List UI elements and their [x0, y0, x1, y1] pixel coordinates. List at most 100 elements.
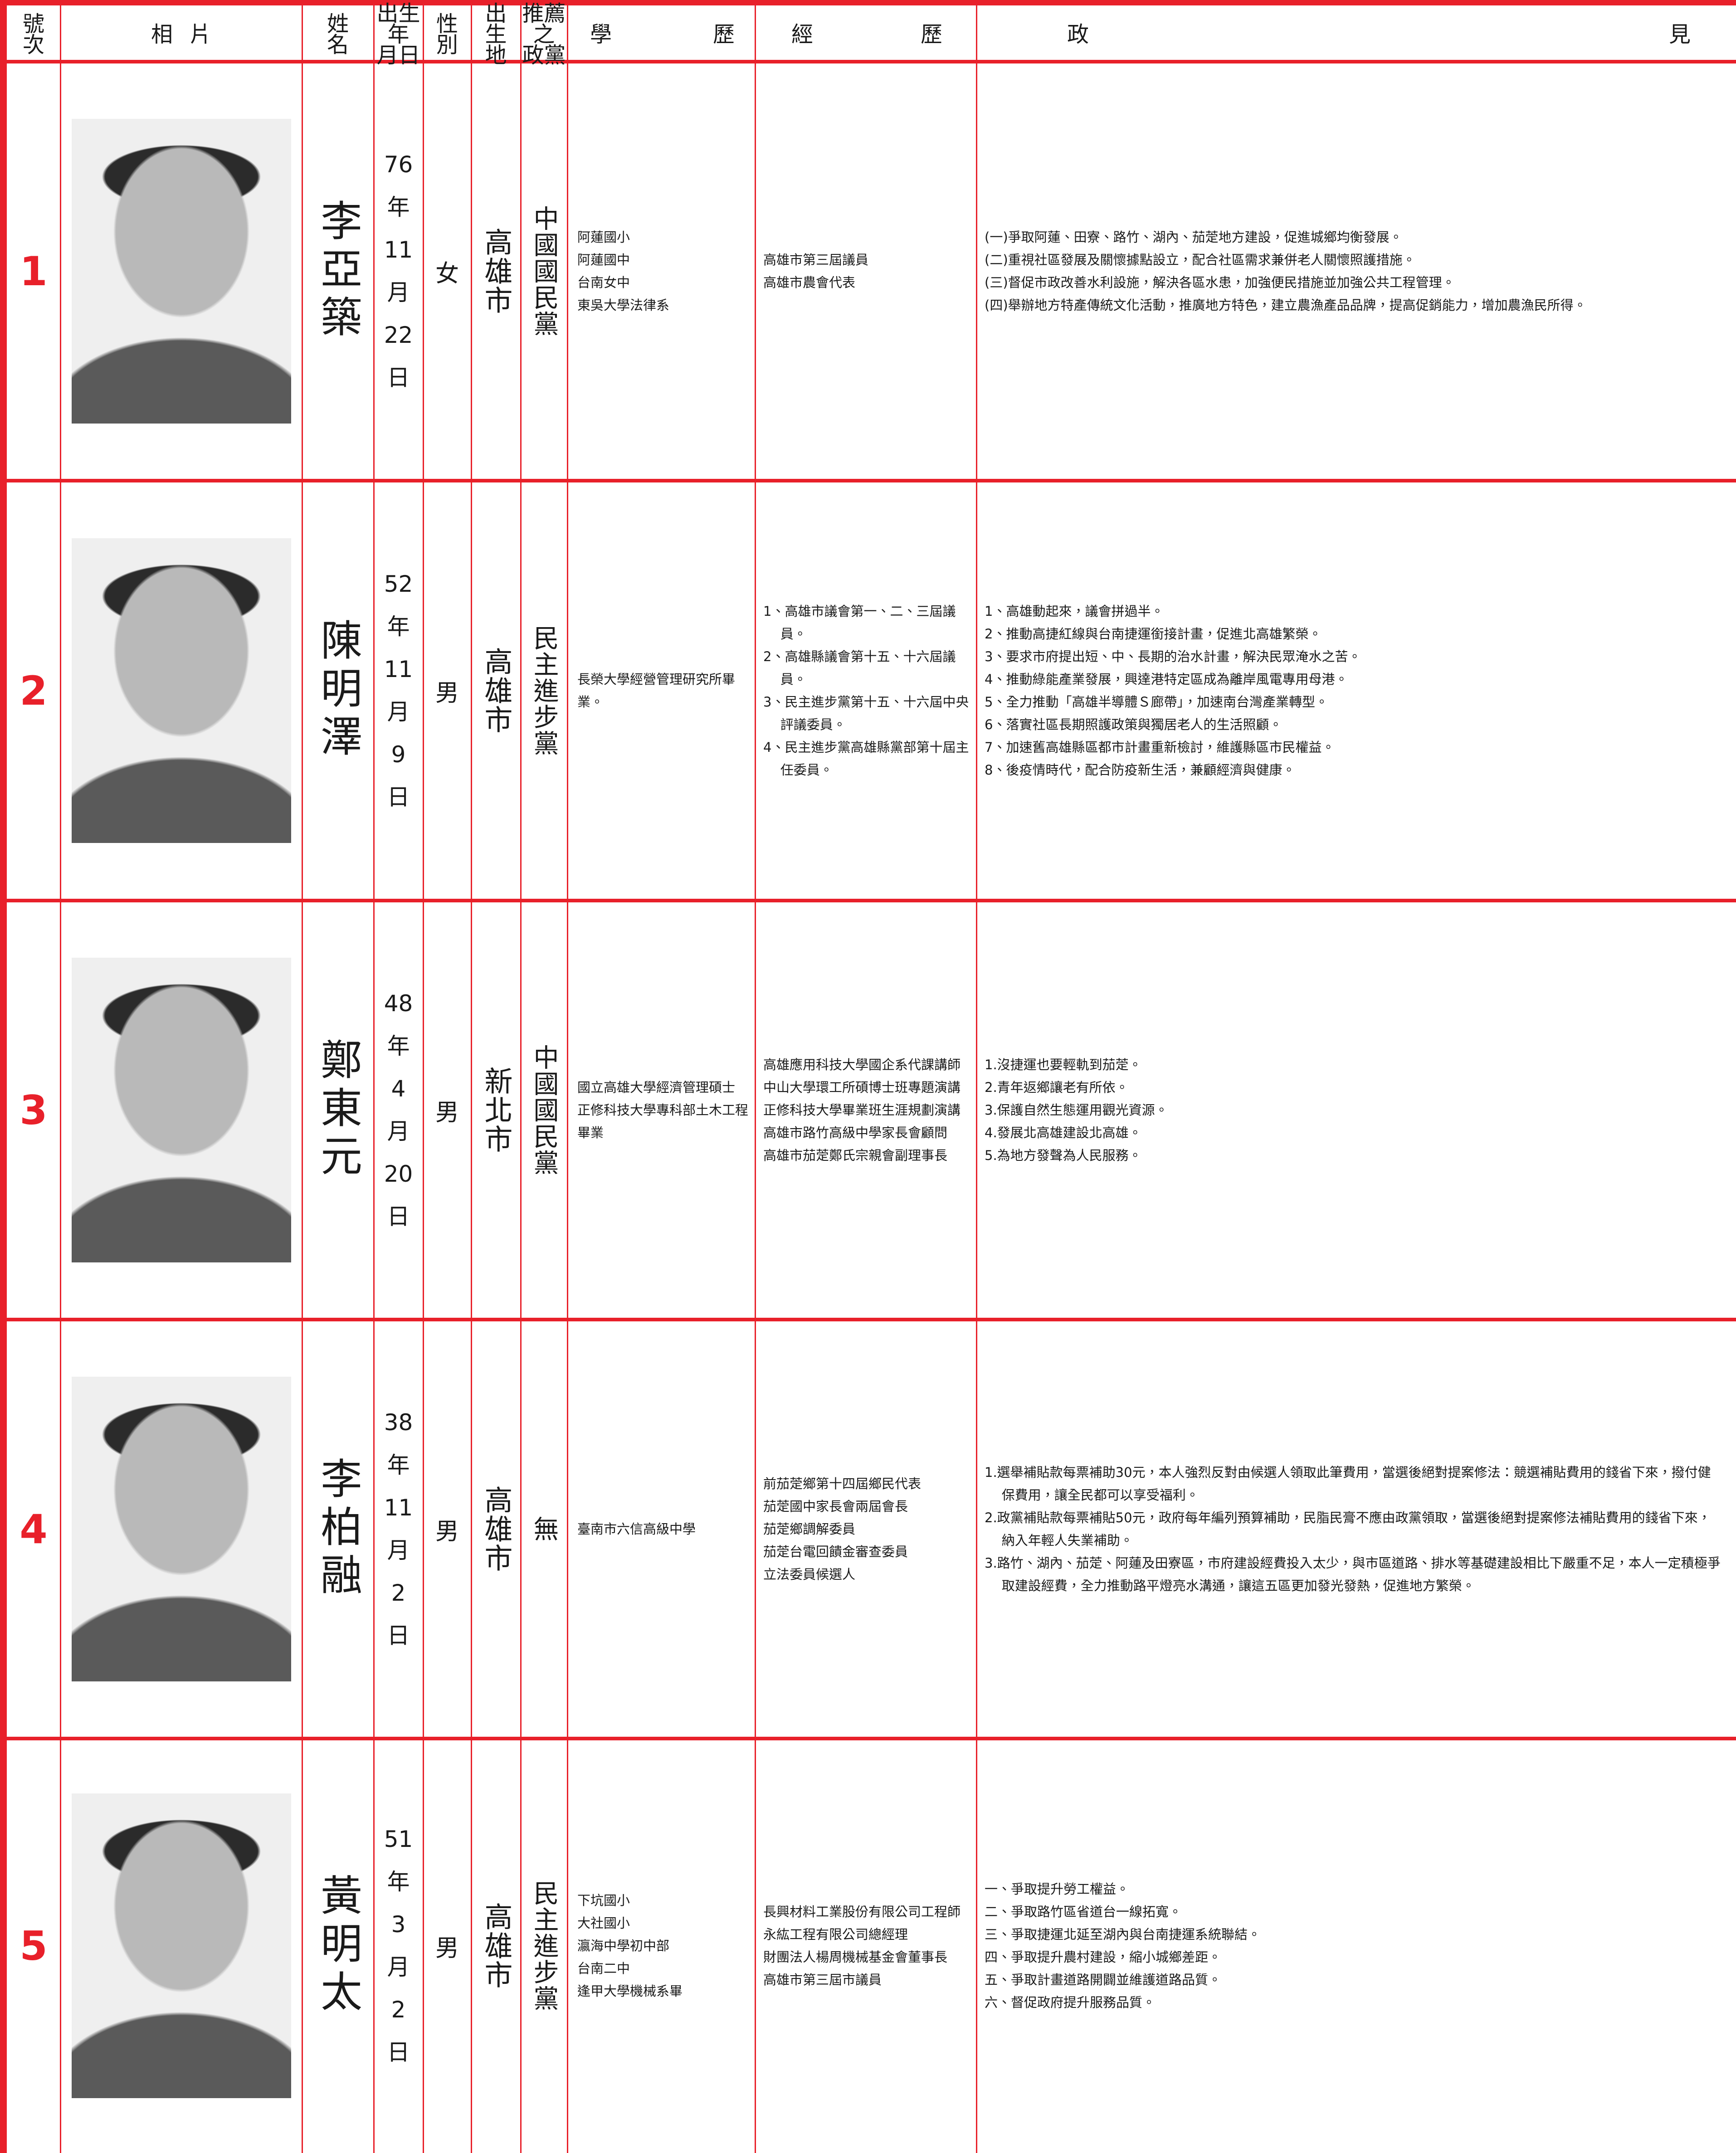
birth-part: 月: [387, 1118, 410, 1145]
photo-cell: [60, 481, 302, 901]
row-line: [0, 60, 1736, 63]
party-cell: 無: [521, 1320, 567, 1739]
birth-part: 9: [391, 741, 406, 768]
platform-item: 8、後疫情時代，配合防疫新生活，兼顧經濟與健康。: [985, 762, 1296, 778]
birthplace: 新北市: [479, 1067, 513, 1154]
education-cell: 國立高雄大學經濟管理碩士 正修科技大學專科部土木工程畢業: [567, 901, 755, 1320]
experience-item: 中山大學環工所碩博士班專題演講: [763, 1080, 961, 1095]
platform-item: 4.發展北高雄建設北高雄。: [985, 1125, 1142, 1140]
sex-cell: 女: [423, 62, 471, 481]
birth-part: 11: [384, 1495, 413, 1521]
experience-item: 茄萣國中家長會兩屆會長: [763, 1499, 908, 1514]
header-cell: 相片: [60, 7, 302, 62]
experience-item: 高雄市第三屆議員: [763, 252, 869, 268]
party: 中國國民黨: [529, 205, 559, 337]
photo: [71, 538, 291, 843]
birth-part: 日: [387, 365, 410, 391]
sex: 男: [435, 1934, 459, 1962]
birth-part: 年: [387, 1033, 410, 1059]
border-line: [0, 0, 7, 2153]
header-text: 生: [485, 21, 507, 47]
header-text: 姓: [327, 11, 349, 37]
header-text: 地: [485, 42, 507, 68]
platform-item: 一、爭取提升勞工權益。: [985, 1881, 1130, 1897]
birth-part: 月: [387, 1537, 410, 1564]
experience-item: 高雄市農會代表: [763, 275, 856, 290]
education-item: 瀛海中學初中部: [577, 1938, 670, 1953]
experience-item: 2、高雄縣議會第十五、十六屆議員。: [763, 649, 956, 687]
platform-item: 4、推動綠能產業發展，興達港特定區成為離岸風電專用母港。: [985, 672, 1348, 687]
platform-item: 1.沒捷運也要輕軌到茄萣。: [985, 1057, 1142, 1072]
birthplace: 高雄市: [479, 1486, 513, 1573]
platform-item: (四)舉辦地方特產傳統文化活動，推廣地方特色，建立農漁產品品牌，提高促銷能力，增…: [985, 297, 1587, 313]
header-text: 次: [22, 32, 44, 58]
column-line: [60, 0, 61, 2153]
header-text: 別: [436, 32, 458, 58]
birth-part: 月: [387, 699, 410, 725]
birth-part: 年: [387, 1869, 410, 1895]
birth-part: 2: [391, 1997, 406, 2023]
name-cell: 陳明澤: [302, 481, 374, 901]
experience-item: 1、高雄市議會第一、二、三屆議員。: [763, 604, 956, 642]
platform-item: 1、高雄動起來，議會拼過半。: [985, 604, 1164, 619]
candidate-number: 2: [20, 667, 48, 714]
party-cell: 中國國民黨: [521, 62, 567, 481]
candidate-number: 1: [20, 248, 48, 295]
candidate-name: 李亞築: [313, 199, 362, 343]
platform-item: 3.保護自然生態運用觀光資源。: [985, 1102, 1168, 1118]
birth-part: 月: [387, 279, 410, 306]
birth-part: 11: [384, 237, 413, 263]
photo-cell: [60, 1739, 302, 2153]
experience-item: 4、民主進步黨高雄縣黨部第十屆主任委員。: [763, 740, 969, 778]
header-text: 經歷: [791, 21, 942, 47]
party: 無: [529, 1516, 559, 1542]
birthplace-cell: 新北市: [471, 901, 521, 1320]
candidate-name: 黃明太: [313, 1874, 362, 2018]
header-text: 月日: [376, 42, 420, 68]
candidate-number: 3: [20, 1086, 48, 1134]
experience-item: 高雄市路竹高級中學家長會顧問: [763, 1125, 948, 1140]
birth-cell: 52 年 11 月 9 日: [374, 481, 423, 901]
candidate-name: 陳明澤: [313, 619, 362, 763]
platform-item: 五、爭取計畫道路開闢並維護道路品質。: [985, 1972, 1222, 1987]
education-item: 國立高雄大學經濟管理碩士: [577, 1080, 736, 1095]
experience-item: 茄萣鄉調解委員: [763, 1521, 856, 1537]
experience-item: 高雄應用科技大學國企系代課講師: [763, 1057, 961, 1072]
border-line: [0, 0, 1736, 5]
header-cell: 推薦之政黨: [521, 3, 567, 66]
birth-part: 52: [384, 571, 413, 597]
row-line: [0, 899, 1736, 902]
party-cell: 民主進步黨: [521, 481, 567, 901]
platform-item: 2、推動高捷紅線與台南捷運銜接計畫，促進北高雄繁榮。: [985, 626, 1322, 642]
column-line: [567, 0, 568, 2153]
birth-part: 2: [391, 1580, 406, 1606]
sex-cell: 男: [423, 1320, 471, 1739]
photo-cell: [60, 901, 302, 1320]
party: 中國國民黨: [529, 1044, 559, 1176]
platform-item: 3、要求市府提出短、中、長期的治水計畫，解決民眾淹水之苦。: [985, 649, 1361, 664]
platform-cell: 1、高雄動起來，議會拼過半。 2、推動高捷紅線與台南捷運銜接計畫，促進北高雄繁榮。…: [976, 481, 1736, 901]
platform-item: 四、爭取提升農村建設，縮小城鄉差距。: [985, 1949, 1222, 1965]
party: 民主進步黨: [529, 625, 559, 756]
birthplace-cell: 高雄市: [471, 62, 521, 481]
platform-item: 二、爭取路竹區省道台一線拓寬。: [985, 1904, 1182, 1919]
column-line: [471, 0, 472, 2153]
column-line: [302, 0, 303, 2153]
education-item: 阿蓮國小: [577, 229, 630, 245]
sex-cell: 男: [423, 1739, 471, 2153]
sex: 女: [435, 260, 459, 287]
education-item: 阿蓮國中: [577, 252, 630, 268]
experience-cell: 1、高雄市議會第一、二、三屆議員。 2、高雄縣議會第十五、十六屆議員。 3、民主進步…: [755, 481, 976, 901]
photo-cell: [60, 1320, 302, 1739]
platform-item: 六、督促政府提升服務品質。: [985, 1995, 1156, 2010]
platform-cell: 1.選舉補貼款每票補助30元，本人強烈反對由候選人領取此筆費用，當選後絕對提案修…: [976, 1320, 1736, 1739]
header-text: 號: [22, 11, 44, 37]
education-cell: 臺南市六信高級中學: [567, 1320, 755, 1739]
platform-item: 2.青年返鄉讓老有所依。: [985, 1080, 1129, 1095]
education-cell: 下坑國小 大社國小 瀛海中學初中部 台南二中 逢甲大學機械系畢: [567, 1739, 755, 2153]
birth-part: 月: [387, 1954, 410, 1980]
birth-part: 76: [384, 151, 413, 178]
sex-cell: 男: [423, 481, 471, 901]
birthplace-cell: 高雄市: [471, 1739, 521, 2153]
